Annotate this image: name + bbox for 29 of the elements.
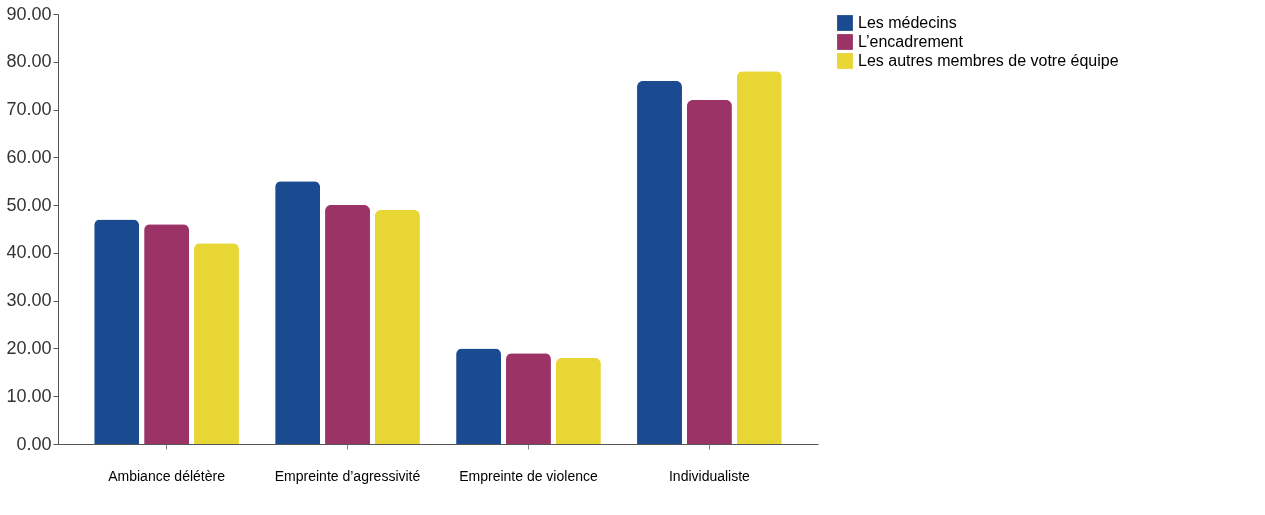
- bar: [506, 353, 551, 444]
- bar: [456, 348, 502, 444]
- bar: [275, 181, 321, 444]
- y-tick-label: 20.00: [6, 337, 52, 358]
- legend-label: L’encadrement: [858, 33, 964, 50]
- x-tick-label: Individualiste: [668, 467, 751, 484]
- y-tick-label: 80.00: [6, 51, 52, 72]
- bar: [736, 71, 782, 444]
- bar: [555, 358, 601, 444]
- legend-label: Les autres membres de votre équipe: [858, 52, 1119, 69]
- legend-label: Les médecins: [858, 14, 957, 31]
- bar: [144, 224, 190, 444]
- bar: [194, 243, 239, 444]
- bar: [325, 205, 370, 444]
- y-tick-label: 50.00: [6, 194, 52, 215]
- y-tick-label: 0.00: [16, 433, 52, 454]
- bar: [637, 80, 682, 444]
- y-tick-label: 40.00: [6, 242, 52, 263]
- bar: [94, 219, 140, 444]
- y-tick-label: 30.00: [6, 290, 52, 311]
- y-tick-label: 10.00: [6, 385, 52, 406]
- bar: [686, 100, 732, 444]
- x-tick-label: Ambiance délétère: [108, 467, 226, 484]
- y-tick-label: 70.00: [6, 99, 52, 120]
- y-tick-label: 60.00: [6, 146, 52, 167]
- x-tick-label: Empreinte de violence: [459, 467, 598, 484]
- y-tick-label: 90.00: [6, 3, 52, 24]
- x-tick-label: Empreinte d’agressivité: [274, 467, 421, 484]
- bar: [374, 209, 420, 444]
